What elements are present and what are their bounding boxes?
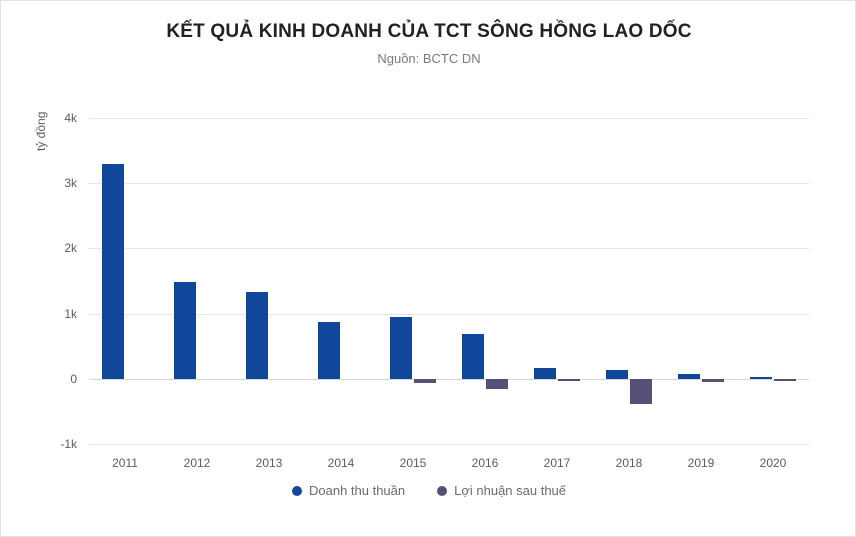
bar-profit-2018[interactable] xyxy=(630,378,652,405)
chart-title: KẾT QUẢ KINH DOANH CỦA TCT SÔNG HỒNG LAO… xyxy=(166,21,692,42)
y-tick-label: 0 xyxy=(70,371,77,386)
gridline-0 xyxy=(89,378,809,380)
x-tick-label-2016: 2016 xyxy=(471,456,499,470)
bar-group xyxy=(233,118,305,444)
bar-group xyxy=(593,118,665,444)
chart-subtitle: Nguồn: BCTC DN xyxy=(377,51,481,66)
bar-profit-2017[interactable] xyxy=(558,378,580,382)
legend-swatch-icon xyxy=(437,485,448,496)
x-tick-label-2017: 2017 xyxy=(543,456,571,470)
bar-group xyxy=(377,118,449,444)
y-axis-label: tỷ đồng xyxy=(34,111,48,151)
legend-item-0[interactable]: Doanh thu thuần xyxy=(291,483,406,498)
x-tick-label-2013: 2013 xyxy=(255,456,283,470)
legend-swatch-icon xyxy=(291,485,302,496)
gridline-3k xyxy=(89,183,809,185)
chart-legend: Doanh thu thuần Lợi nhuận sau thuế xyxy=(1,483,855,498)
y-tick-label: 3k xyxy=(64,176,77,191)
bar-profit-2020[interactable] xyxy=(774,378,796,381)
bar-group xyxy=(161,118,233,444)
bar-revenue-2017[interactable] xyxy=(534,367,556,379)
bar-group xyxy=(521,118,593,444)
bar-group xyxy=(305,118,377,444)
y-tick-label: 2k xyxy=(64,241,77,256)
x-tick-label-2020: 2020 xyxy=(759,456,787,470)
bar-revenue-2015[interactable] xyxy=(390,316,412,379)
bar-group xyxy=(449,118,521,444)
gridline-4k xyxy=(89,118,809,119)
bar-revenue-2020[interactable] xyxy=(750,376,772,379)
bar-revenue-2011[interactable] xyxy=(102,164,124,379)
x-tick-label-2019: 2019 xyxy=(687,456,715,470)
bar-revenue-2012[interactable] xyxy=(174,282,196,379)
y-tick-label: 1k xyxy=(64,306,77,321)
bar-revenue-2013[interactable] xyxy=(246,292,268,379)
x-tick-label-2011: 2011 xyxy=(112,456,138,470)
bar-profit-2019[interactable] xyxy=(702,378,724,382)
legend-label: Doanh thu thuần xyxy=(308,483,406,498)
x-tick-label-2018: 2018 xyxy=(615,456,643,470)
y-tick-label: -1k xyxy=(60,437,77,451)
legend-item-1[interactable]: Lợi nhuận sau thuế xyxy=(437,483,566,498)
gridline-1k xyxy=(89,313,809,315)
gridline-2k xyxy=(89,248,809,250)
x-tick-label-2012: 2012 xyxy=(183,456,211,470)
bar-revenue-2019[interactable] xyxy=(678,373,700,379)
bar-profit-2016[interactable] xyxy=(486,378,508,389)
gridline--1k xyxy=(89,444,809,445)
bar-revenue-2016[interactable] xyxy=(462,333,484,379)
plot-area: 4k 3k 2k 1k 0 -1k 2011 2012 2013 2014 2015 2016 2017… xyxy=(60,111,809,470)
x-tick-label-2015: 2015 xyxy=(399,456,427,470)
bar-group xyxy=(89,118,161,444)
bar-group xyxy=(737,118,809,444)
bar-group xyxy=(665,118,737,444)
bar-profit-2015[interactable] xyxy=(414,378,436,384)
x-tick-label-2014: 2014 xyxy=(327,456,355,470)
bar-revenue-2018[interactable] xyxy=(606,369,628,379)
bar-revenue-2014[interactable] xyxy=(318,322,340,379)
legend-label: Lợi nhuận sau thuế xyxy=(454,483,567,498)
y-tick-label: 4k xyxy=(64,111,77,125)
